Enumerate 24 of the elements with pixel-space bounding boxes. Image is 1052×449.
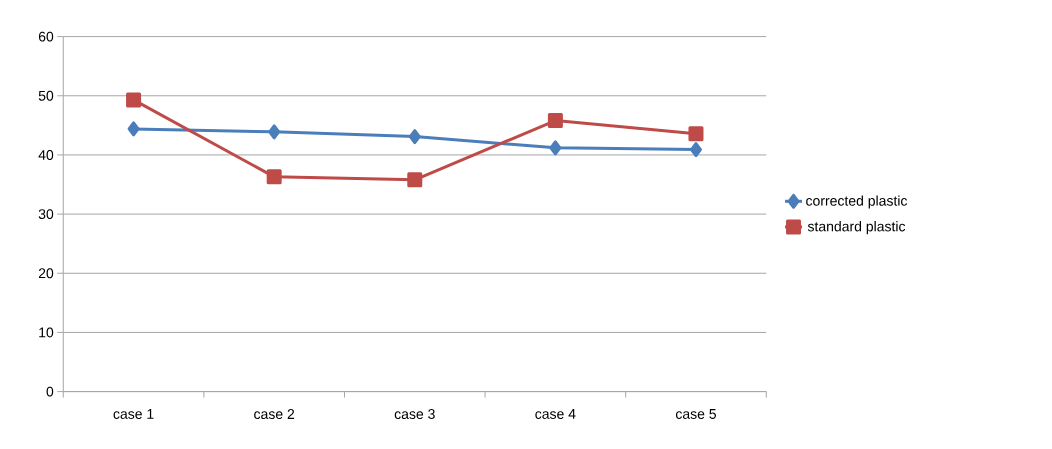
point — [268, 124, 281, 140]
point — [127, 121, 140, 137]
point — [408, 129, 421, 145]
x-tick-label: case 4 — [535, 409, 576, 419]
legend-label: corrected plastic — [806, 195, 908, 209]
point — [407, 172, 423, 188]
y-tick-label: 50 — [38, 90, 54, 101]
point — [549, 140, 562, 156]
y-tick-label: 40 — [38, 149, 54, 160]
y-tick-label: 10 — [39, 327, 54, 338]
point — [266, 169, 282, 185]
x-tick-label: case 3 — [394, 409, 435, 420]
point — [547, 113, 563, 129]
x-tick-label: case 2 — [254, 409, 295, 420]
legend-label: standard plastic — [807, 221, 906, 235]
y-tick-label: 0 — [46, 386, 54, 397]
y-tick-label: 60 — [38, 31, 54, 42]
point — [688, 126, 704, 142]
y-tick-label: 20 — [38, 268, 54, 279]
point — [689, 142, 702, 158]
point — [126, 92, 142, 108]
y-tick-label: 30 — [38, 209, 54, 220]
x-tick-label: case 5 — [675, 409, 716, 419]
x-tick-label: case 1 — [113, 409, 154, 419]
